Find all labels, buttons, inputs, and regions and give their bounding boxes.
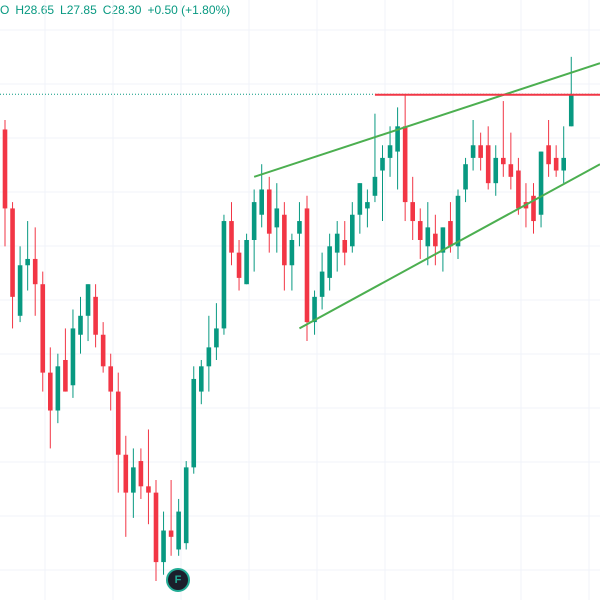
candle-body <box>183 467 189 544</box>
candle-body <box>115 391 121 455</box>
candle-body <box>289 240 295 266</box>
candle-body <box>508 164 514 177</box>
candle-body <box>478 145 483 158</box>
candle-body <box>410 202 415 222</box>
channel-lower-trendline <box>298 163 600 330</box>
candle-body <box>229 221 234 253</box>
candle-body <box>387 145 393 158</box>
channel-upper-trendline <box>253 62 600 178</box>
candle-body <box>199 366 204 392</box>
candle-body <box>108 366 113 392</box>
candle-body <box>85 284 91 316</box>
candle-body <box>17 265 23 316</box>
candle-body <box>282 214 287 266</box>
candle-body <box>380 157 385 171</box>
candles <box>2 56 574 582</box>
candle-body <box>206 347 212 367</box>
change-value: +0.50 (+1.80%) <box>147 3 231 17</box>
candle-body <box>433 233 438 247</box>
candle-body <box>221 221 227 329</box>
candle-body <box>48 372 53 411</box>
candle-body <box>297 221 302 234</box>
candle-body <box>493 157 499 184</box>
candle-body <box>161 530 166 563</box>
candle-body <box>365 202 370 209</box>
candle-body <box>304 208 310 323</box>
candle-body <box>357 183 363 215</box>
candle-body <box>538 151 544 215</box>
candle-body <box>32 258 38 285</box>
candle-body <box>40 284 46 373</box>
candle-body <box>516 170 521 209</box>
low-value: L27.85 <box>60 3 97 17</box>
candle-body <box>25 258 30 266</box>
candle-body <box>568 94 574 127</box>
candle-body <box>138 461 144 487</box>
candle-body <box>470 145 476 158</box>
candle-body <box>425 227 431 247</box>
candle-body <box>266 189 272 234</box>
candle-body <box>372 176 378 196</box>
candle-body <box>463 164 468 190</box>
candle-body <box>176 511 181 550</box>
candle-body <box>546 145 551 165</box>
candle-body <box>78 315 83 335</box>
open-fragment: O <box>0 3 10 17</box>
candle-body <box>244 240 249 285</box>
candle-body <box>2 129 8 209</box>
candle-body <box>123 454 129 493</box>
high-value: H28.65 <box>15 3 55 17</box>
candle-body <box>312 296 317 323</box>
candle-body <box>342 240 348 253</box>
candle-body <box>55 366 61 411</box>
candle-body <box>93 296 98 335</box>
candle-body <box>10 208 15 297</box>
candle-body <box>319 271 325 297</box>
candle-body <box>168 530 174 537</box>
earnings-event-badge[interactable]: F <box>166 568 190 592</box>
candle-body <box>455 195 461 247</box>
candle-body <box>440 227 446 253</box>
candle-body <box>146 486 151 493</box>
candle-body <box>259 189 264 215</box>
ohlc-header: O H28.65 L27.85 C28.30 +0.50 (+1.80%) <box>0 3 236 17</box>
candle-body <box>501 157 506 165</box>
candle-body <box>131 467 136 493</box>
candle-body <box>153 492 159 563</box>
candle-body <box>350 214 355 247</box>
event-badge-label: F <box>174 574 182 586</box>
candle-body <box>561 157 566 171</box>
drawings <box>253 62 600 330</box>
candle-body <box>334 233 340 253</box>
candle-body <box>274 208 280 228</box>
candle-body <box>63 360 68 392</box>
candle-body <box>531 195 536 222</box>
candle-body <box>214 328 219 348</box>
candle-body <box>100 334 106 367</box>
candle-body <box>191 378 197 468</box>
candle-body <box>448 221 453 247</box>
candle-body <box>485 145 491 184</box>
close-value: C28.30 <box>102 3 142 17</box>
candle-body <box>402 126 408 203</box>
candle-body <box>236 252 242 278</box>
candle-body <box>417 221 423 240</box>
candle-body <box>327 246 332 278</box>
candle-body <box>395 126 400 152</box>
candle-body <box>70 328 76 386</box>
candle-body <box>251 202 257 240</box>
candle-body <box>553 157 559 171</box>
